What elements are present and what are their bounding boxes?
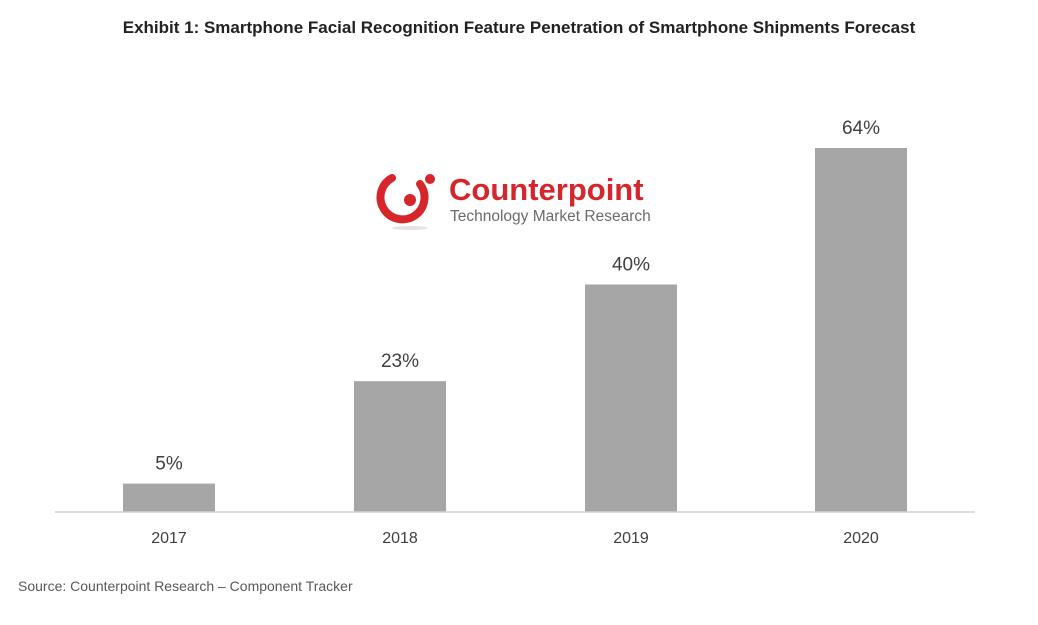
- chart-title: Exhibit 1: Smartphone Facial Recognition…: [122, 18, 916, 37]
- counterpoint-logo: Counterpoint Technology Market Research: [376, 172, 651, 230]
- x-tick-label-2018: 2018: [382, 530, 418, 547]
- value-label-2018: 23%: [381, 351, 419, 372]
- bar-2018: [354, 381, 446, 512]
- bar-2017: [123, 483, 215, 512]
- bars-group: [123, 148, 907, 512]
- logo-wordmark: Counterpoint: [449, 172, 644, 207]
- bar-2020: [815, 148, 907, 512]
- x-tick-labels-group: 2017 2018 2019 2020: [151, 530, 879, 547]
- source-note: Source: Counterpoint Research – Componen…: [18, 578, 353, 594]
- x-tick-label-2019: 2019: [613, 530, 649, 547]
- x-tick-label-2017: 2017: [151, 530, 187, 547]
- counterpoint-logo-icon: [376, 174, 435, 230]
- bar-2019: [585, 284, 677, 512]
- value-labels-group: 5% 23% 40% 64%: [155, 118, 880, 475]
- value-label-2017: 5%: [155, 454, 183, 475]
- logo-tagline: Technology Market Research: [450, 208, 651, 225]
- value-label-2019: 40%: [612, 255, 650, 276]
- x-tick-label-2020: 2020: [843, 530, 879, 547]
- value-label-2020: 64%: [842, 118, 880, 139]
